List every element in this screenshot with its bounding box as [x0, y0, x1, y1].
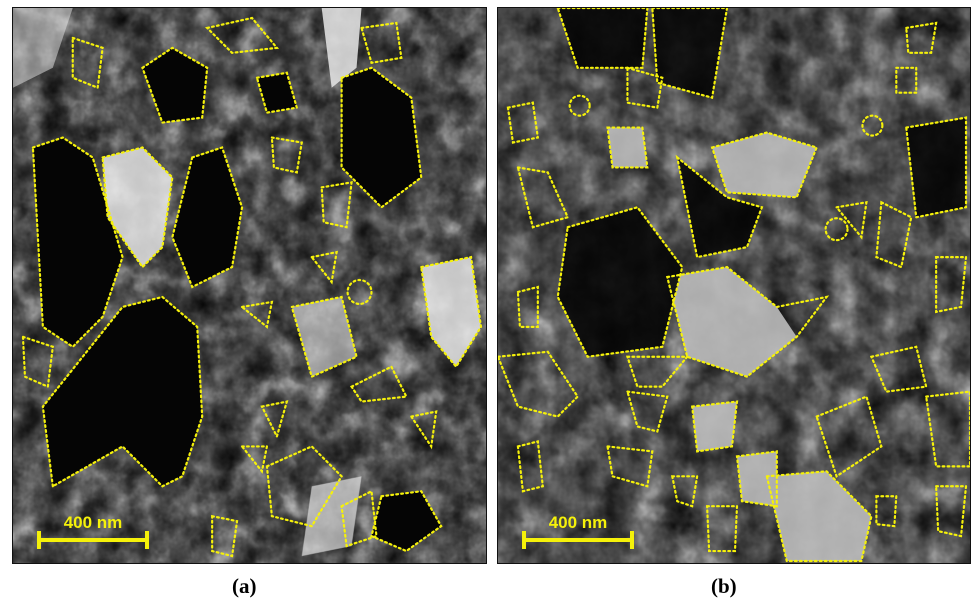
scale-bar-cap-left [37, 531, 41, 549]
micrograph-image-b [498, 8, 970, 563]
micrograph-image-a [13, 8, 486, 563]
scale-bar-line [522, 538, 634, 542]
scale-bar-cap-left [522, 531, 526, 549]
micrograph-panel-b [497, 7, 971, 564]
micrograph-panel-a [12, 7, 487, 564]
grain-outlines-a [21, 16, 483, 558]
scale-bar-label: 400 nm [548, 513, 608, 532]
panel-caption-a: (a) [232, 574, 257, 598]
scale-bar-b: 400 nm [522, 513, 634, 549]
scale-bar-cap-right [145, 531, 149, 549]
scale-bar-a: 400 nm [37, 513, 149, 549]
panel-caption-b: (b) [711, 574, 737, 598]
grain-outlines-b [498, 8, 970, 563]
scale-bar-label: 400 nm [63, 513, 123, 532]
scale-bar-line [37, 538, 149, 542]
scale-bar-cap-right [630, 531, 634, 549]
